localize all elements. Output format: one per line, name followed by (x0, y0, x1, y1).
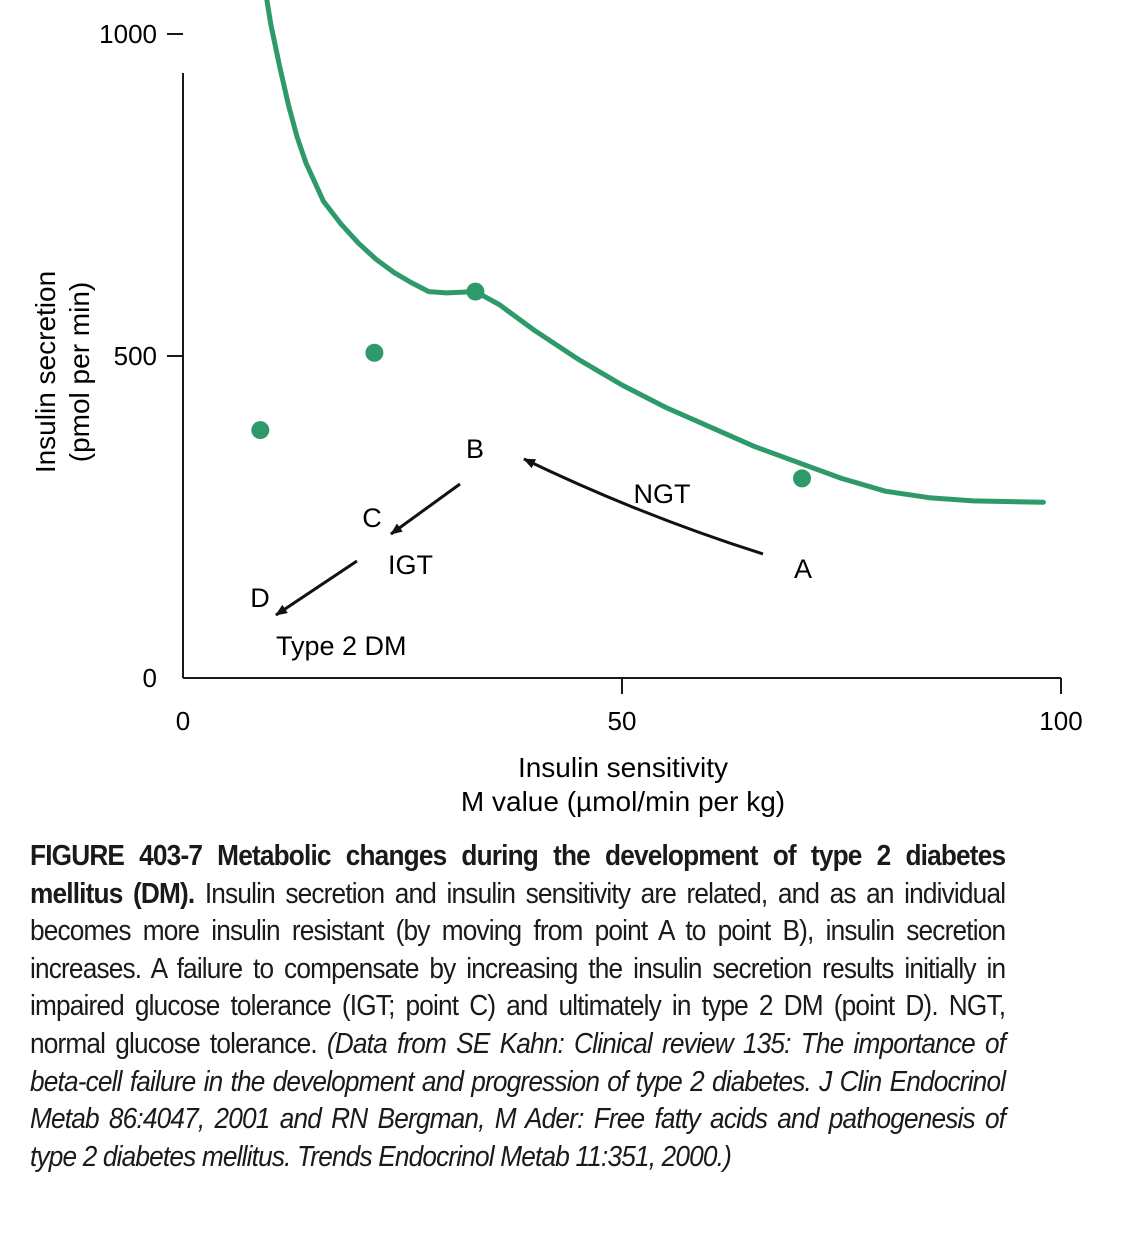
caption-title: FIGURE 403-7 Metabolic changes during th… (30, 840, 1006, 910)
x-axis-title-line2: M value (µmol/min per kg) (461, 786, 785, 817)
arrow-ngt-a-to-b (523, 457, 764, 556)
caption-body: Insulin secretion and insulin sensitivit… (30, 877, 1006, 1060)
x-tick-label-0: 0 (176, 706, 190, 736)
point-label-b: B (466, 434, 484, 464)
hyperbolic-curve (264, 0, 1046, 505)
y-tick-label-1000: 1000 (99, 19, 157, 49)
x-tick-label-100: 100 (1039, 706, 1082, 736)
annotation-type2dm: Type 2 DM (276, 631, 407, 661)
point-b (466, 282, 485, 301)
point-label-c: C (362, 503, 382, 533)
annotation-ngt: NGT (634, 479, 691, 509)
annotation-igt: IGT (388, 550, 433, 580)
y-tick-label-500: 500 (114, 341, 157, 371)
x-tick-label-50: 50 (608, 706, 637, 736)
arrow-b-to-c (390, 482, 461, 536)
point-label-a: A (794, 554, 812, 584)
metabolic-chart: 0 500 1000 0 50 100 Insulin sensitivity … (30, 0, 1083, 817)
point-c (365, 343, 384, 362)
figure-caption: FIGURE 403-7 Metabolic changes during th… (30, 838, 1006, 1176)
point-d (251, 421, 270, 440)
point-label-d: D (250, 583, 270, 613)
y-axis-title-line1: Insulin secretion (30, 271, 61, 473)
point-a (793, 469, 811, 488)
x-axis-title-line1: Insulin sensitivity (518, 752, 728, 783)
y-axis-title-line2: (pmol per min) (64, 282, 95, 462)
y-tick-label-0: 0 (143, 663, 157, 693)
arrow-c-to-d (275, 559, 358, 617)
caption-source: (Data from SE Kahn: Clinical review 135:… (30, 1027, 1006, 1173)
